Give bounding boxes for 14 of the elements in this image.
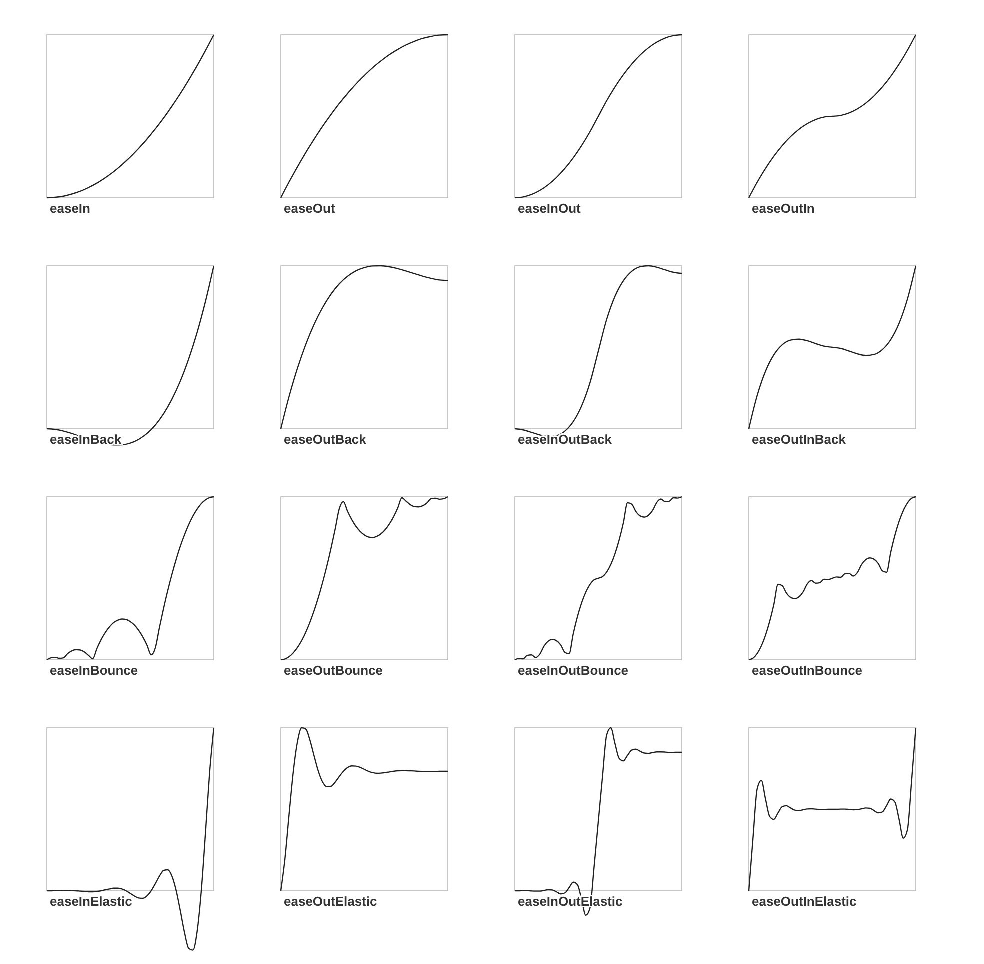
text: easeOutInElastic: [752, 894, 857, 909]
text: easeOutInBounce: [752, 663, 863, 678]
text: easeOutInBack: [752, 432, 847, 447]
text: easeOutBack: [284, 432, 368, 447]
text: easeInOut: [518, 201, 582, 216]
text: easeOut: [284, 201, 336, 216]
text: easeInElastic: [50, 894, 132, 909]
text: easeInBounce: [50, 663, 138, 678]
text: easeInOutBounce: [518, 663, 629, 678]
text: easeIn: [50, 201, 91, 216]
text: easeOutBounce: [284, 663, 383, 678]
text: easeInOutBack: [518, 432, 613, 447]
text: easeOutElastic: [284, 894, 378, 909]
text: easeOutIn: [752, 201, 815, 216]
